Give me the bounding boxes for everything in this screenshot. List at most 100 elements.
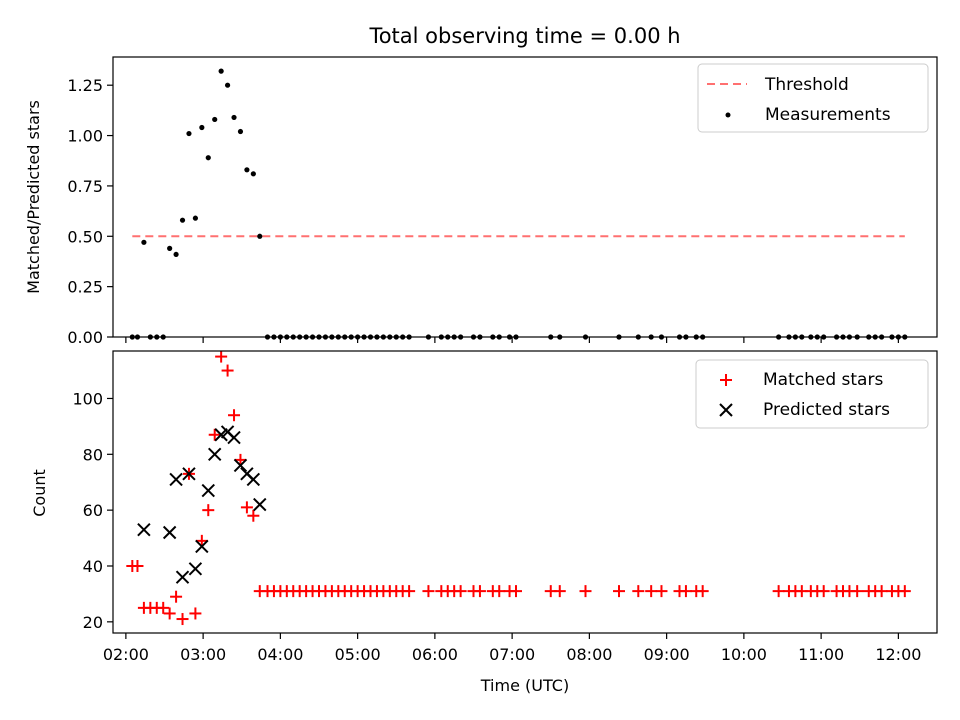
- predicted-point-0: [137, 522, 151, 537]
- measurement-point-20: [257, 233, 263, 239]
- predicted-point-8: [208, 447, 222, 462]
- measurement-point-6: [167, 245, 173, 251]
- x-axis-label: Time (UTC): [480, 676, 569, 695]
- top-ytick-label-0: 0.00: [67, 328, 103, 347]
- xtick-label-4: 06:00: [412, 645, 458, 664]
- top-ytick-label-3: 0.75: [67, 177, 103, 196]
- xtick-label-8: 10:00: [721, 645, 767, 664]
- bottom-ytick-label-2: 60: [83, 501, 103, 520]
- bottom-ylabel: Count: [30, 469, 49, 517]
- legend-predicted-label: Predicted stars: [763, 400, 890, 420]
- bottom-axes-frame: [112, 350, 938, 634]
- top-ytick-label-5: 1.25: [67, 76, 103, 95]
- measurement-point-19: [250, 171, 256, 177]
- predicted-point-3: [175, 570, 190, 584]
- measurement-point-16: [231, 114, 237, 121]
- matched-point-1: [131, 559, 144, 572]
- measurement-point-15: [224, 82, 231, 88]
- predicted-point-12: [233, 458, 248, 473]
- measurement-point-17: [237, 128, 244, 135]
- xtick-label-10: 12:00: [875, 645, 921, 664]
- bottom-plot-marks: [126, 350, 911, 626]
- matched-point-79: [875, 585, 888, 598]
- top-ytick-label-1: 0.25: [67, 278, 103, 297]
- bottom-panel: 20 40 60 80 100 02:00 03:00 04:00 05:00 06:00 07:0…: [30, 350, 938, 695]
- top-axes-frame: [112, 56, 938, 338]
- xtick-label-1: 03:00: [180, 645, 226, 664]
- measurement-point-7: [173, 251, 179, 258]
- measurement-point-12: [205, 155, 211, 161]
- matched-point-59: [632, 585, 645, 598]
- matched-point-52: [493, 585, 506, 598]
- matched-point-7: [170, 590, 183, 603]
- xtick-label-0: 02:00: [103, 645, 149, 664]
- matched-point-14: [215, 350, 228, 363]
- matched-point-19: [247, 509, 260, 522]
- matched-point-15: [221, 364, 234, 377]
- measurement-point-11: [199, 124, 205, 131]
- xtick-label-3: 05:00: [335, 645, 381, 664]
- matched-point-5: [157, 601, 170, 614]
- xtick-label-2: 04:00: [257, 645, 303, 664]
- legend-measurements-swatch: [725, 112, 731, 118]
- predicted-point-15: [253, 497, 267, 512]
- measurement-point-14: [218, 68, 224, 74]
- xtick-label-5: 07:00: [489, 645, 535, 664]
- matched-point-6: [163, 607, 176, 620]
- matched-point-58: [612, 585, 625, 598]
- xtick-label-6: 08:00: [566, 645, 612, 664]
- matched-point-12: [202, 504, 215, 517]
- top-ytick-label-4: 1.00: [67, 127, 103, 146]
- matched-point-11: [195, 534, 208, 547]
- matched-point-18: [240, 501, 253, 514]
- matched-point-43: [403, 585, 416, 598]
- measurement-point-18: [244, 167, 250, 173]
- top-legend-frame: [697, 63, 929, 133]
- matched-point-63: [679, 585, 692, 598]
- measurement-point-9: [186, 130, 192, 137]
- top-ylabel: Matched/Predicted stars: [24, 100, 43, 294]
- bottom-legend: Matched stars Predicted stars: [695, 359, 929, 429]
- matched-point-8: [176, 613, 189, 626]
- top-legend: Threshold Measurements: [697, 63, 929, 133]
- legend-measurements-label: Measurements: [765, 105, 891, 125]
- predicted-point-2: [169, 472, 183, 487]
- matched-point-17: [234, 453, 247, 466]
- measurement-point-8: [179, 217, 186, 223]
- bottom-ytick-label-3: 80: [83, 445, 103, 464]
- predicted-point-14: [246, 472, 261, 487]
- matched-point-60: [645, 585, 658, 598]
- bottom-ticks: 20 40 60 80 100 02:00 03:00 04:00 05:00 06:00 07:0…: [72, 389, 921, 664]
- matched-point-65: [696, 585, 709, 598]
- matched-point-76: [851, 585, 864, 598]
- chart-title: Total observing time = 0.00 h: [368, 24, 680, 48]
- legend-predicted-swatch: [719, 403, 733, 417]
- matched-point-54: [509, 585, 522, 598]
- measurement-point-13: [212, 116, 218, 123]
- xtick-label-7: 09:00: [644, 645, 690, 664]
- matched-point-50: [473, 585, 486, 598]
- top-ticks: 0.00 0.25 0.50 0.75 1.00 1.25: [67, 76, 899, 347]
- predicted-point-6: [195, 539, 209, 554]
- matched-point-82: [898, 585, 911, 598]
- matched-point-66: [772, 585, 785, 598]
- bottom-ytick-label-4: 100: [72, 389, 103, 408]
- xtick-label-9: 11:00: [798, 645, 844, 664]
- measurement-point-10: [192, 215, 198, 221]
- matched-point-56: [553, 585, 566, 598]
- bottom-ytick-label-0: 20: [83, 613, 103, 632]
- predicted-point-4: [182, 467, 196, 481]
- predicted-point-5: [188, 562, 203, 576]
- matched-point-48: [454, 585, 467, 598]
- top-ytick-label-2: 0.50: [67, 227, 103, 246]
- matched-point-44: [422, 585, 435, 598]
- bottom-legend-frame: [695, 359, 929, 429]
- predicted-point-11: [227, 430, 241, 445]
- legend-matched-swatch: [720, 374, 732, 386]
- predicted-point-7: [201, 483, 215, 498]
- predicted-point-1: [162, 525, 177, 540]
- matched-point-13: [208, 428, 221, 441]
- measurement-point-2: [141, 239, 147, 245]
- bottom-ytick-label-1: 40: [83, 557, 103, 576]
